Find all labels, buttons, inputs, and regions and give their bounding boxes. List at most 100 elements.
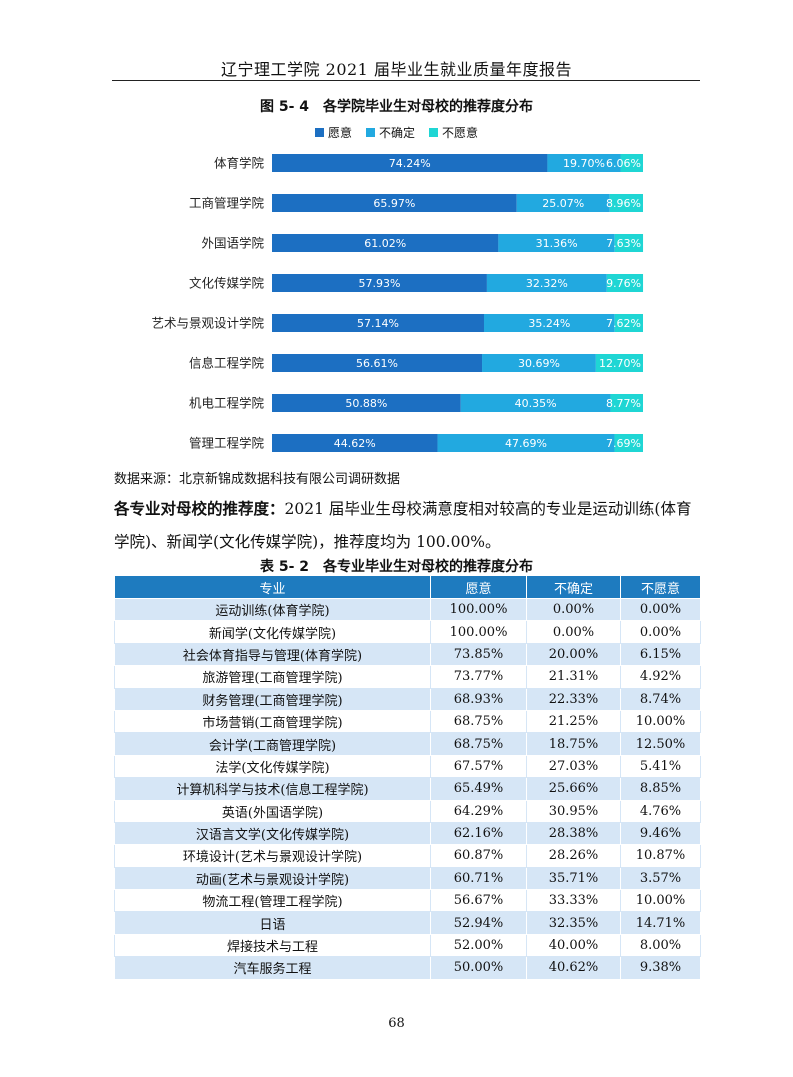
cell-willing: 62.16% xyxy=(430,821,527,846)
bar-segment-unwilling xyxy=(609,194,643,212)
category-label: 管理工程学院 xyxy=(189,436,265,451)
data-label-willing: 57.14% xyxy=(357,317,399,330)
cell-major: 运动训练(体育学院) xyxy=(114,597,431,622)
table-row: 财务管理(工商管理学院) 68.93% 22.33% 8.74% xyxy=(114,687,701,711)
cell-unwilling: 8.74% xyxy=(620,687,701,711)
cell-willing: 60.71% xyxy=(430,866,527,891)
cell-unsure: 20.00% xyxy=(526,642,621,667)
table-row: 社会体育指导与管理(体育学院) 73.85% 20.00% 6.15% xyxy=(114,642,701,667)
legend-item-unsure: 不确定 xyxy=(365,124,415,141)
data-label-unsure: 25.07% xyxy=(542,197,584,210)
table-row: 动画(艺术与景观设计学院) 60.71% 35.71% 3.57% xyxy=(114,866,701,891)
cell-major: 英语(外国语学院) xyxy=(114,799,431,823)
cell-unsure: 21.31% xyxy=(526,665,621,689)
legend-label-unsure: 不确定 xyxy=(378,126,415,140)
table-row: 日语 52.94% 32.35% 14.71% xyxy=(114,911,701,935)
column-header-unsure: 不确定 xyxy=(526,575,621,599)
cell-major: 市场营销(工商管理学院) xyxy=(114,709,431,734)
bar-segment-unwilling xyxy=(620,154,643,172)
legend-label-willing: 愿意 xyxy=(327,126,352,140)
cell-unsure: 40.62% xyxy=(526,956,621,980)
cell-unwilling: 0.00% xyxy=(620,597,701,622)
data-label-unsure: 31.36% xyxy=(536,237,578,250)
data-label-willing: 50.88% xyxy=(345,397,387,410)
bar-segment-willing xyxy=(272,434,438,452)
bar-segment-unsure xyxy=(460,394,611,412)
bar-segment-unsure xyxy=(498,234,615,252)
bar-segment-willing xyxy=(272,314,484,332)
cell-willing: 67.57% xyxy=(430,754,527,779)
bar-segment-willing xyxy=(272,154,548,172)
legend-item-willing: 愿意 xyxy=(314,124,352,141)
data-label-unsure: 32.32% xyxy=(526,277,568,290)
cell-unwilling: 6.15% xyxy=(620,642,701,667)
table-row: 焊接技术与工程 52.00% 40.00% 8.00% xyxy=(114,933,701,958)
category-label: 外国语学院 xyxy=(201,236,264,251)
data-label-unsure: 19.70% xyxy=(563,157,605,170)
cell-willing: 52.00% xyxy=(430,933,527,958)
cell-willing: 52.94% xyxy=(430,911,527,935)
bar-segment-unsure xyxy=(516,194,610,212)
table-row: 旅游管理(工商管理学院) 73.77% 21.31% 4.92% xyxy=(114,665,701,689)
cell-unsure: 40.00% xyxy=(526,933,621,958)
column-header-willing: 愿意 xyxy=(430,575,527,599)
bar-segment-willing xyxy=(272,234,499,252)
table-row: 计算机科学与技术(信息工程学院) 65.49% 25.66% 8.85% xyxy=(114,777,701,801)
table-row: 运动训练(体育学院) 100.00% 0.00% 0.00% xyxy=(114,597,701,622)
column-header-unwilling: 不愿意 xyxy=(620,575,701,599)
cell-unwilling: 0.00% xyxy=(620,620,701,644)
bar-segment-unsure xyxy=(486,274,607,292)
cell-willing: 100.00% xyxy=(430,597,527,622)
cell-major: 环境设计(艺术与景观设计学院) xyxy=(114,844,431,868)
bar-segment-willing xyxy=(272,394,461,412)
category-label: 信息工程学院 xyxy=(189,356,265,371)
cell-willing: 64.29% xyxy=(430,799,527,823)
data-label-willing: 65.97% xyxy=(373,197,415,210)
cell-unwilling: 14.71% xyxy=(620,911,701,935)
cell-willing: 65.49% xyxy=(430,777,527,801)
cell-major: 财务管理(工商管理学院) xyxy=(114,687,431,711)
cell-willing: 68.93% xyxy=(430,687,527,711)
category-label: 艺术与景观设计学院 xyxy=(151,316,264,331)
cell-unwilling: 5.41% xyxy=(620,754,701,779)
data-label-unwilling: 12.70% xyxy=(599,357,641,370)
cell-major: 物流工程(管理工程学院) xyxy=(114,889,431,913)
cell-major: 焊接技术与工程 xyxy=(114,933,431,958)
body-paragraph: 各专业对母校的推荐度：2021 届毕业生母校满意度相对较高的专业是运动训练(体育… xyxy=(114,493,700,559)
bar-segment-unwilling xyxy=(614,314,643,332)
cell-major: 旅游管理(工商管理学院) xyxy=(114,665,431,689)
table-row: 环境设计(艺术与景观设计学院) 60.87% 28.26% 10.87% xyxy=(114,844,701,868)
table-caption: 表 5- 2 各专业毕业生对母校的推荐度分布 xyxy=(259,559,534,575)
cell-major: 法学(文化传媒学院) xyxy=(114,754,431,779)
cell-unwilling: 9.38% xyxy=(620,956,701,980)
legend-label-unwilling: 不愿意 xyxy=(442,126,479,140)
data-label-unsure: 35.24% xyxy=(528,317,570,330)
cell-unwilling: 4.92% xyxy=(620,665,701,689)
bar-segment-willing xyxy=(272,194,517,212)
stacked-bar-chart: 体育学院 74.24% 19.70% 6.06% 工商管理学院 65.97% 25.07% 8… xyxy=(151,154,644,452)
cell-unwilling: 3.57% xyxy=(620,866,701,891)
cell-unwilling: 8.00% xyxy=(620,933,701,958)
header-rule xyxy=(112,80,700,81)
cell-major: 计算机科学与技术(信息工程学院) xyxy=(114,777,431,801)
cell-unsure: 0.00% xyxy=(526,597,621,622)
data-label-unwilling: 8.77% xyxy=(606,397,641,410)
bar-segment-unwilling xyxy=(614,434,643,452)
cell-major: 会计学(工商管理学院) xyxy=(114,732,431,756)
cell-willing: 60.87% xyxy=(430,844,527,868)
bar-segment-unwilling xyxy=(595,354,643,372)
cell-major: 日语 xyxy=(114,911,431,935)
table-row: 会计学(工商管理学院) 68.75% 18.75% 12.50% xyxy=(114,732,701,756)
table-row: 汽车服务工程 50.00% 40.62% 9.38% xyxy=(114,956,701,980)
bar-segment-unwilling xyxy=(610,394,643,412)
table-body: 运动训练(体育学院) 100.00% 0.00% 0.00% 新闻学(文化传媒学院) 10… xyxy=(114,597,701,980)
data-label-unwilling: 6.06% xyxy=(606,157,641,170)
cell-unsure: 30.95% xyxy=(526,799,621,823)
bar-segment-willing xyxy=(272,354,483,372)
data-label-willing: 61.02% xyxy=(364,237,406,250)
bar-segment-unsure xyxy=(482,354,596,372)
legend-swatch-unsure xyxy=(365,128,375,137)
table-row: 市场营销(工商管理学院) 68.75% 21.25% 10.00% xyxy=(114,709,701,734)
cell-unsure: 35.71% xyxy=(526,866,621,891)
cell-major: 汉语言文学(文化传媒学院) xyxy=(114,821,431,846)
